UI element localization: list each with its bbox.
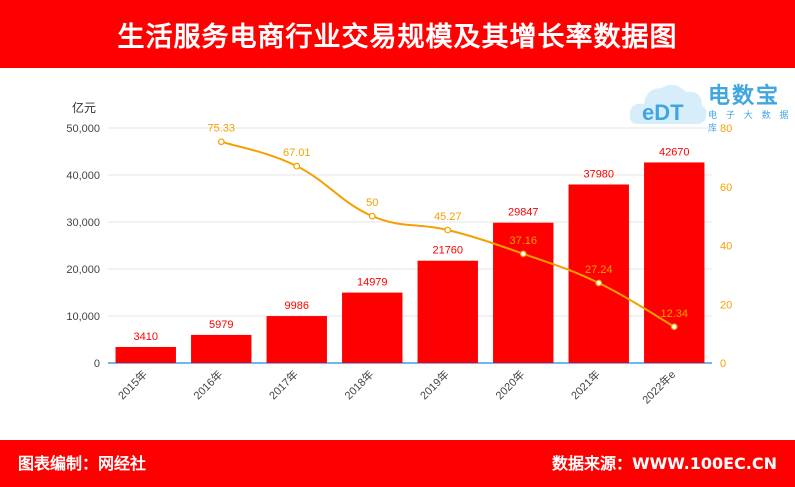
bar bbox=[342, 292, 403, 363]
svg-text:eDT: eDT bbox=[642, 100, 684, 125]
line-point bbox=[368, 212, 376, 220]
line-point bbox=[444, 226, 452, 234]
line-value-label: 27.24 bbox=[585, 264, 613, 276]
line-point bbox=[293, 162, 301, 170]
x-tick-label: 2019年 bbox=[417, 367, 452, 402]
y-right-tick-label: 20 bbox=[720, 299, 732, 311]
y-left-tick-label: 40,000 bbox=[66, 170, 100, 182]
y-left-tick-label: 10,000 bbox=[66, 311, 100, 323]
bar bbox=[191, 334, 252, 363]
y-right-tick-label: 60 bbox=[720, 182, 732, 194]
bar bbox=[115, 346, 176, 363]
x-tick-label: 2016年 bbox=[190, 367, 225, 402]
x-tick-label: 2020年 bbox=[492, 367, 527, 402]
x-tick-label: 2022年e bbox=[639, 367, 678, 406]
footer-source: 数据来源：WWW.100EC.CN bbox=[551, 454, 777, 473]
y-axis-label: 亿元 bbox=[72, 100, 96, 115]
bar-value-label: 3410 bbox=[134, 331, 158, 343]
x-tick-label: 2021年 bbox=[568, 367, 603, 402]
footer-credit: 图表编制：网经社 bbox=[18, 454, 147, 473]
x-tick-label: 2018年 bbox=[341, 367, 376, 402]
line-value-label: 75.33 bbox=[207, 123, 235, 135]
bar-value-label: 37980 bbox=[583, 168, 614, 180]
line-point bbox=[217, 138, 225, 146]
bar bbox=[266, 316, 327, 363]
bar-value-label: 42670 bbox=[659, 146, 690, 158]
logo-subtitle: 电 子 大 数 据 库 bbox=[708, 111, 792, 134]
line-value-label: 50 bbox=[366, 197, 378, 209]
logo: eDT 电数宝 电 子 大 数 据 库 bbox=[628, 74, 793, 134]
y-right-tick-label: 80 bbox=[720, 123, 732, 135]
footer-banner: 图表编制：网经社 数据来源：WWW.100EC.CN bbox=[0, 440, 795, 487]
y-right-tick-label: 40 bbox=[720, 241, 732, 253]
bar-value-label: 21760 bbox=[432, 245, 463, 257]
y-left-tick-label: 20,000 bbox=[66, 264, 100, 276]
line-value-label: 37.16 bbox=[509, 235, 537, 247]
bar-value-label: 14979 bbox=[357, 277, 388, 289]
bar-value-label: 9986 bbox=[285, 300, 309, 312]
page-title: 生活服务电商行业交易规模及其增长率数据图 bbox=[117, 21, 678, 53]
line-point bbox=[670, 323, 678, 331]
line-point bbox=[519, 250, 527, 258]
bar-value-label: 29847 bbox=[508, 207, 539, 219]
cloud-logo-icon: eDT bbox=[629, 84, 707, 125]
x-tick-label: 2017年 bbox=[266, 367, 301, 402]
y-left-tick-label: 0 bbox=[94, 358, 100, 370]
bar-line-chart: 0 10,000 20,000 30,000 40,000 50,000 0 20 40 60 80… bbox=[66, 100, 732, 407]
bar-value-label: 5979 bbox=[209, 319, 233, 331]
bar bbox=[417, 260, 478, 363]
line-value-label: 67.01 bbox=[283, 147, 311, 159]
title-banner: 生活服务电商行业交易规模及其增长率数据图 bbox=[0, 0, 795, 68]
line-value-label: 45.27 bbox=[434, 211, 462, 223]
line-value-label: 12.34 bbox=[660, 308, 688, 320]
y-right-tick-label: 0 bbox=[720, 358, 726, 370]
bar bbox=[644, 162, 705, 363]
x-tick-label: 2015年 bbox=[115, 367, 150, 402]
logo-text: 电数宝 bbox=[708, 84, 781, 109]
y-left-tick-label: 30,000 bbox=[66, 217, 100, 229]
line-point bbox=[595, 279, 603, 287]
y-left-tick-label: 50,000 bbox=[66, 123, 100, 135]
